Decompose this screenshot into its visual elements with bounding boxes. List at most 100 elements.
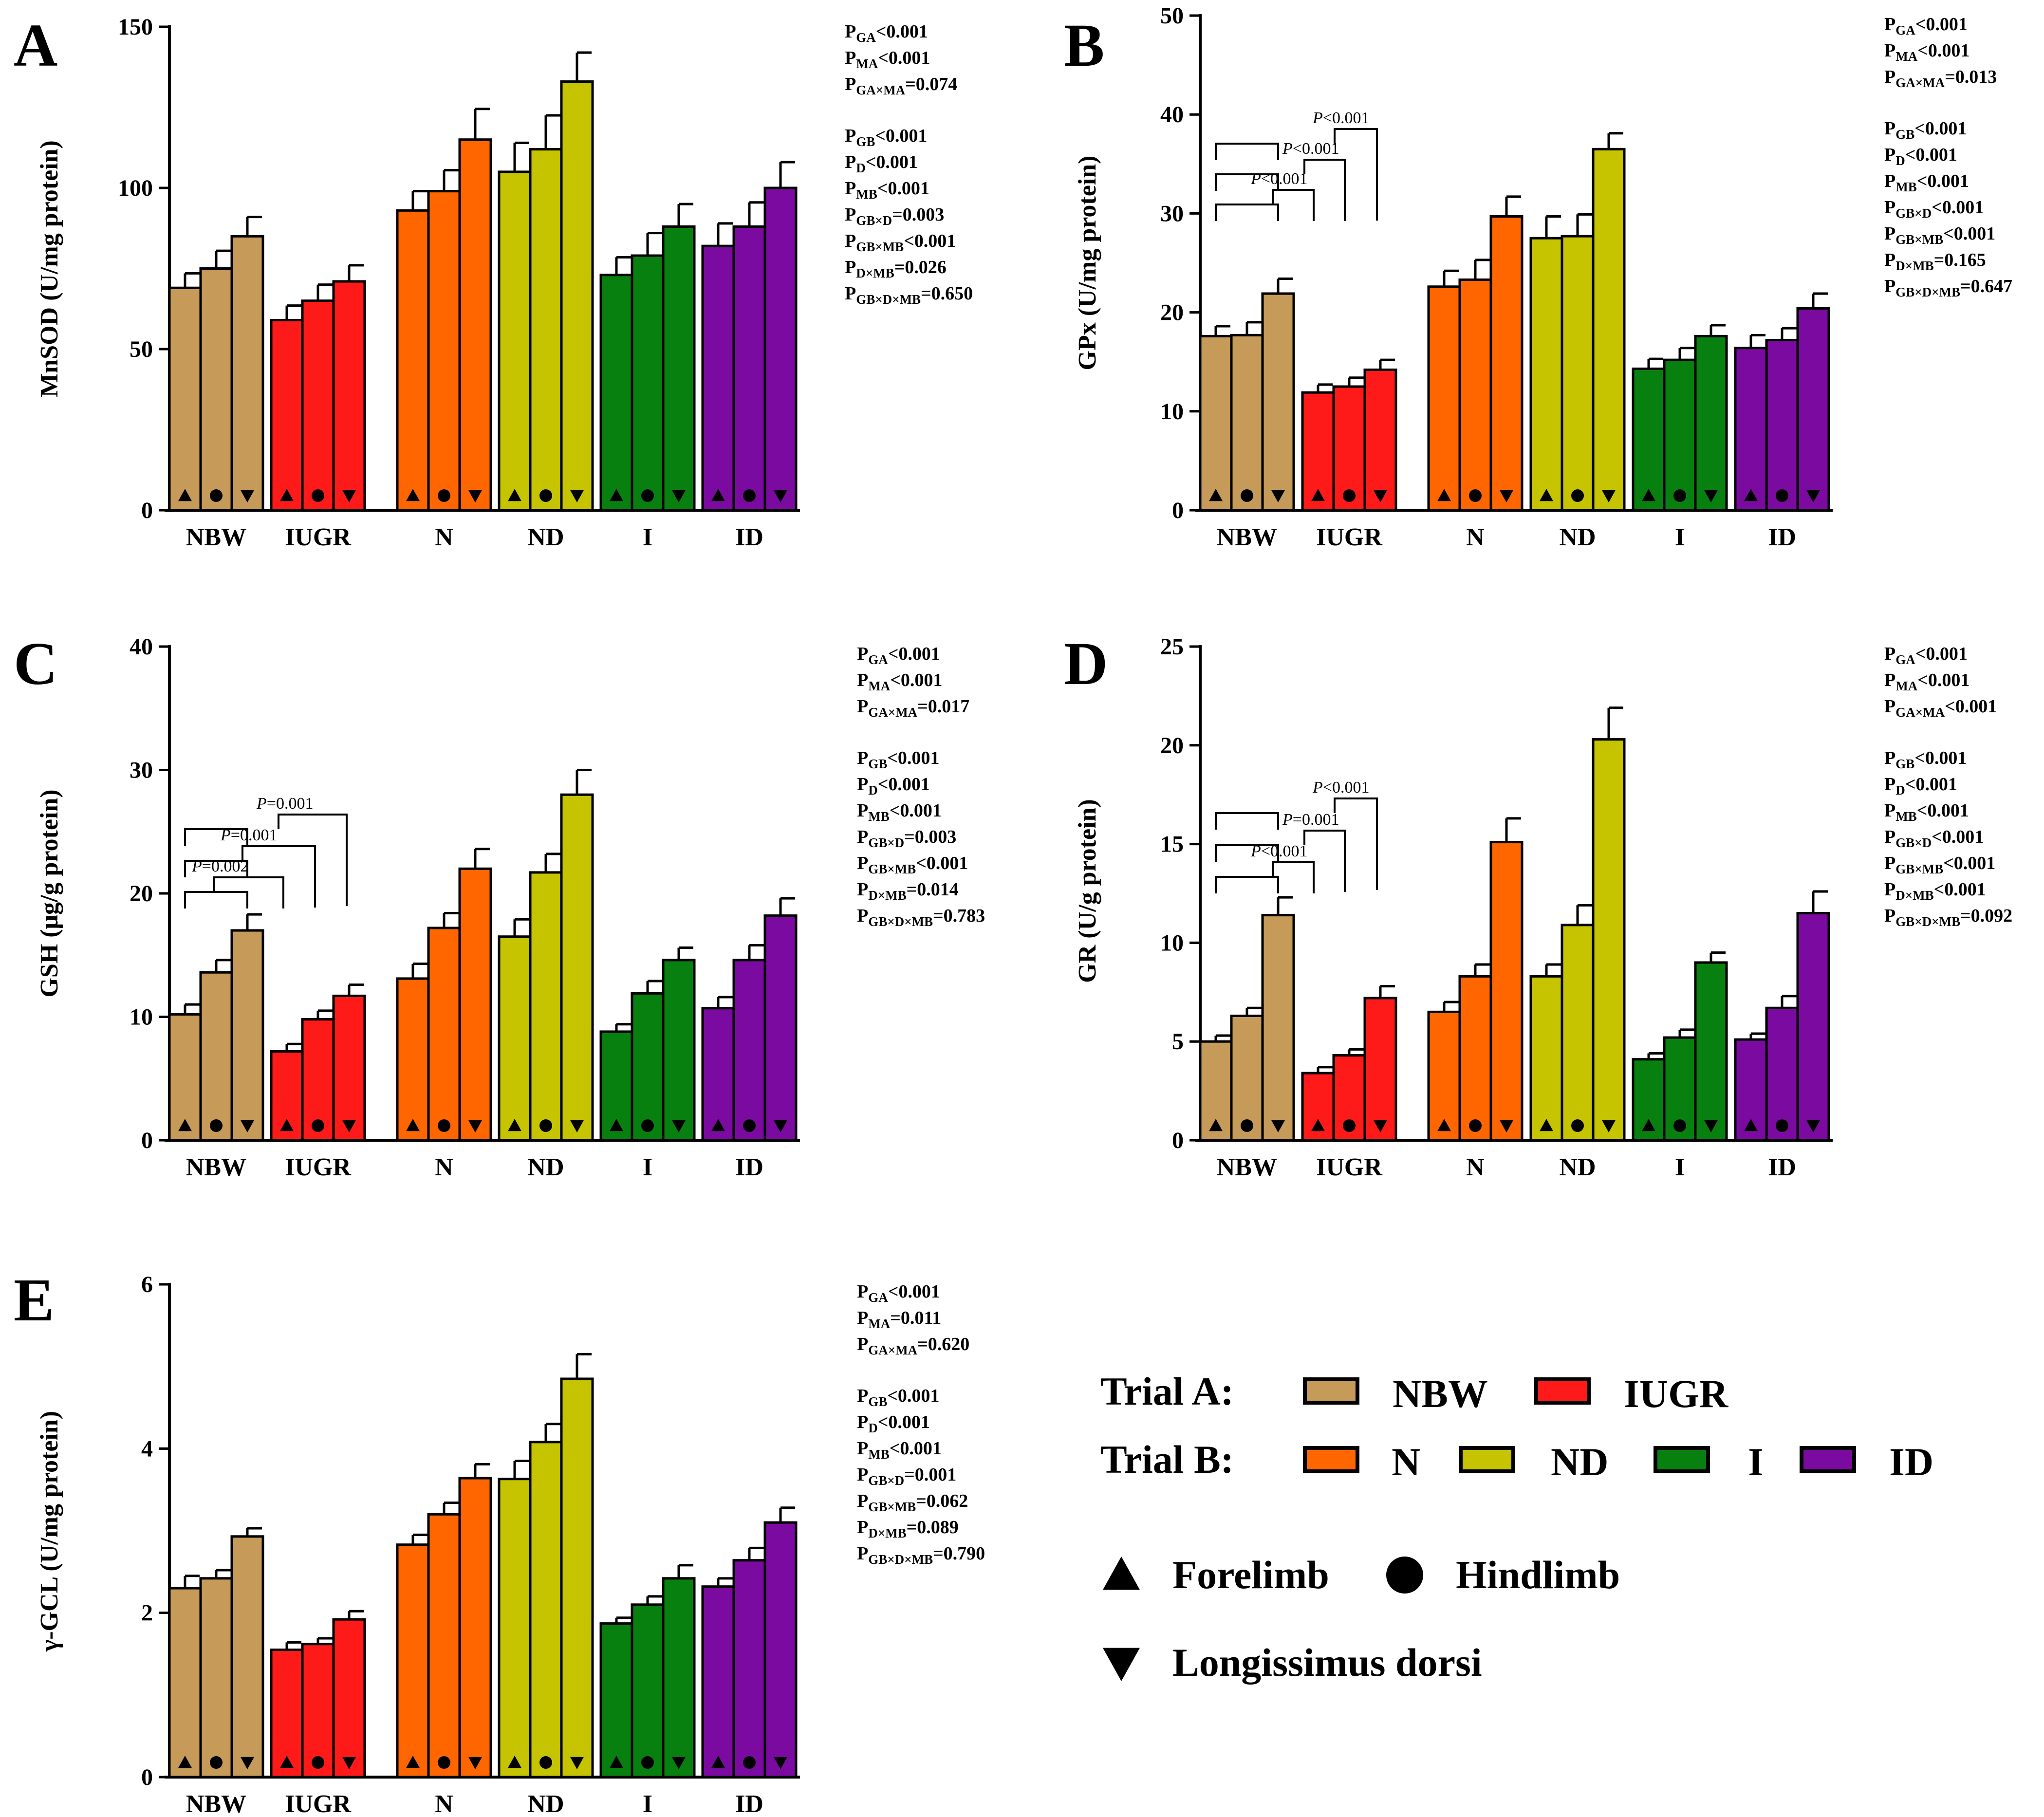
x-category-label: ID: [1768, 523, 1796, 551]
stat-subscript: GB: [868, 757, 887, 771]
stat-p: P: [1884, 276, 1895, 297]
hindlimb-marker: [1571, 1119, 1584, 1132]
stat-line: PD<0.001: [1884, 145, 1957, 168]
bar: [1694, 961, 1728, 1142]
stat-p: P: [1884, 145, 1895, 165]
stat-line: PMA=0.011: [857, 1308, 941, 1331]
x-category-label: I: [1675, 1153, 1685, 1181]
bracket-line: [1215, 812, 1279, 830]
y-tick-label: 100: [118, 175, 153, 201]
hindlimb-marker: [1571, 489, 1584, 502]
stat-subscript: D×MB: [856, 266, 894, 280]
stat-value: <0.001: [1932, 827, 1984, 847]
stat-p: P: [1884, 696, 1895, 717]
stat-line: PGB×MB<0.001: [1884, 223, 1995, 247]
x-category-label: N: [1466, 1153, 1485, 1181]
legend-label-nd: ND: [1551, 1440, 1608, 1484]
stat-subscript: GA×MA: [856, 83, 905, 97]
y-tick-label: 4: [141, 1436, 153, 1462]
bar: [1694, 334, 1728, 512]
stat-value: <0.001: [1905, 774, 1957, 795]
forelimb-marker: [1540, 489, 1553, 501]
hindlimb-marker: [539, 1756, 552, 1769]
stat-value: =0.017: [917, 696, 969, 717]
bar: [396, 977, 430, 1142]
forelimb-marker: [711, 1119, 725, 1131]
stat-subscript: D: [868, 783, 878, 797]
longissimus-marker: [570, 1120, 584, 1132]
stat-value: =0.003: [904, 827, 956, 847]
stat-subscript: GA: [856, 30, 876, 45]
longissimus-marker: [342, 1757, 356, 1769]
hindlimb-marker: [743, 489, 756, 502]
bracket-label-value: <0.001: [1323, 109, 1370, 127]
stat-subscript: MA: [868, 1316, 890, 1331]
bar: [662, 959, 696, 1142]
legend-swatch-n: [1303, 1446, 1359, 1473]
longissimus-marker: [241, 1120, 254, 1132]
stat-subscript: GB×D: [1895, 206, 1932, 221]
hindlimb-marker: [743, 1756, 756, 1769]
stat-p: P: [857, 827, 868, 847]
forelimb-marker: [1642, 489, 1655, 501]
bar: [763, 1521, 798, 1779]
legend-swatch-nd: [1459, 1446, 1515, 1473]
bracket-label-value: <0.001: [1261, 170, 1308, 188]
x-category-label: IUGR: [1316, 523, 1383, 551]
stat-line: PD×MB=0.026: [845, 257, 947, 280]
hindlimb-marker: [641, 489, 654, 502]
panel-d: D 0 5 10 15 20 25 GR (U/g protein) NBW IUGR N ND I ID…: [1064, 630, 2012, 1181]
stat-value: <0.001: [1945, 696, 1997, 717]
stat-subscript: GB: [1895, 127, 1914, 142]
stat-subscript: GB×D: [856, 213, 892, 228]
x-category-label: IUGR: [1316, 1153, 1383, 1181]
legend-swatch-nbw: [1303, 1377, 1359, 1405]
longissimus-marker: [1271, 1120, 1285, 1132]
stat-line: PGB×MB<0.001: [845, 231, 956, 254]
stat-line: PMA<0.001: [845, 48, 930, 71]
stat-subscript: GB×MB: [868, 1500, 916, 1514]
stat-subscript: GB×MB: [1895, 232, 1943, 247]
bracket-label-p: P: [1250, 170, 1261, 188]
bar: [560, 1377, 594, 1779]
stat-value: =0.089: [907, 1517, 959, 1538]
longissimus-marker: [774, 490, 787, 502]
forelimb-marker: [1540, 1119, 1553, 1131]
bar: [631, 1603, 665, 1779]
bar: [529, 148, 563, 512]
forelimb-marker: [178, 1119, 192, 1131]
stat-value: <0.001: [1917, 40, 1970, 61]
panel-letter: C: [14, 630, 57, 698]
y-tick-label: 6: [141, 1272, 153, 1298]
bar: [1796, 307, 1830, 512]
stat-line: PMA<0.001: [1884, 40, 1970, 64]
bracket-label: P<0.001: [1312, 779, 1369, 797]
longissimus-marker: [468, 1757, 482, 1769]
bar: [1363, 368, 1397, 512]
hindlimb-marker: [312, 1756, 324, 1769]
bar: [168, 1587, 202, 1779]
forelimb-marker: [508, 489, 521, 501]
stat-line: PGB×D<0.001: [1884, 827, 1984, 850]
stat-line: PD<0.001: [857, 774, 930, 797]
stat-p: P: [1884, 800, 1895, 821]
forelimb-marker: [178, 489, 192, 501]
bracket-line: [1334, 797, 1378, 890]
bracket-line: [1215, 143, 1279, 160]
bar: [1561, 235, 1595, 512]
stat-line: PGB<0.001: [845, 126, 927, 149]
bar: [1458, 975, 1492, 1142]
bracket-label-value: <0.001: [1293, 140, 1339, 158]
stat-subscript: GB×MB: [868, 862, 916, 876]
stat-p: P: [845, 178, 856, 199]
stat-subscript: GB×D: [868, 835, 904, 850]
y-axis-label: GSH (μg/g protein): [36, 789, 63, 997]
stat-value: <0.001: [1932, 197, 1984, 218]
y-axis-label: GR (U/g protein): [1074, 799, 1101, 983]
bracket-line: [184, 891, 248, 908]
bracket-line: [1303, 159, 1346, 221]
stat-p: P: [1884, 40, 1895, 61]
hindlimb-marker: [312, 1119, 324, 1132]
stat-subscript: GB×D×MB: [868, 1552, 933, 1567]
stat-line: PGA×MA=0.074: [845, 74, 957, 97]
